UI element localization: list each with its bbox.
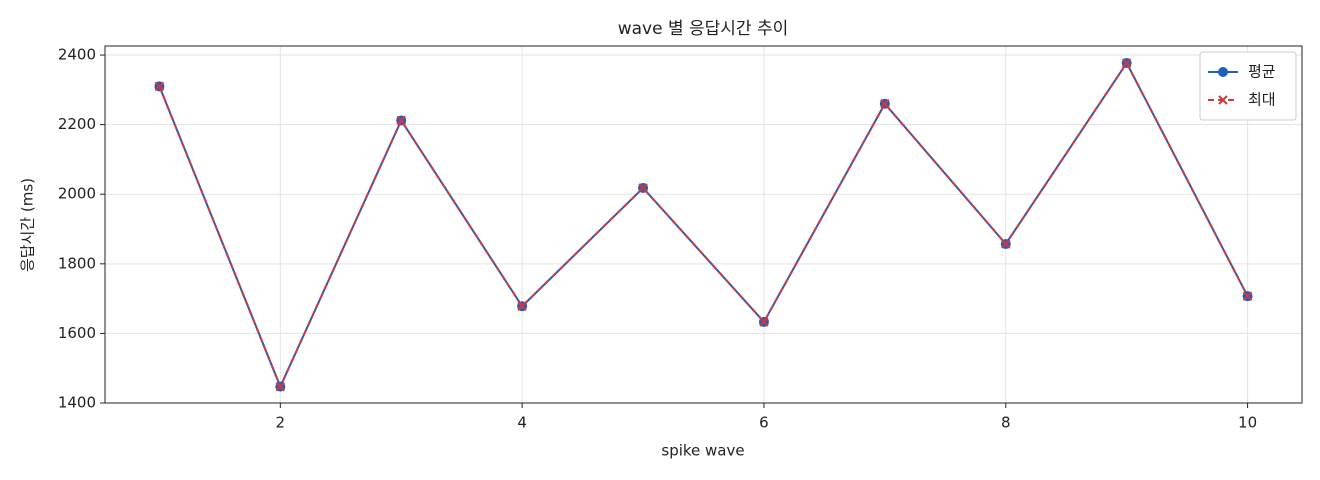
y-axis-label: 응답시간 (ms) [19, 178, 37, 272]
marker [396, 115, 406, 126]
series-line [158, 61, 1249, 390]
marker [1121, 58, 1132, 68]
chart-title: wave 별 응답시간 추이 [618, 19, 789, 39]
plot-frame [104, 45, 1303, 404]
y-tick-label: 1800 [58, 254, 96, 272]
legend-marker [1218, 67, 1228, 77]
legend-label: 최대 [1248, 91, 1276, 109]
x-tick-label: 2 [276, 414, 286, 432]
marker [759, 317, 769, 327]
y-tick-label: 1600 [58, 324, 96, 342]
legend-marker [1218, 95, 1228, 105]
x-tick-label: 8 [1001, 414, 1011, 432]
marker [1242, 291, 1253, 301]
x-axis-label: spike wave [661, 442, 744, 460]
legend-label: 평균 [1248, 63, 1276, 81]
y-tick-label: 2000 [58, 185, 96, 203]
y-tick-label: 2400 [58, 46, 96, 64]
marker [275, 381, 286, 392]
marker [638, 183, 648, 193]
marker [880, 99, 890, 109]
y-tick-label: 1400 [58, 394, 96, 412]
x-tick-label: 6 [759, 414, 769, 432]
marker [1001, 239, 1011, 249]
x-tick-label: 4 [517, 414, 527, 432]
marker [517, 301, 527, 311]
marker [154, 81, 165, 92]
x-tick-label: 10 [1238, 414, 1257, 432]
y-tick-label: 2200 [58, 115, 96, 133]
